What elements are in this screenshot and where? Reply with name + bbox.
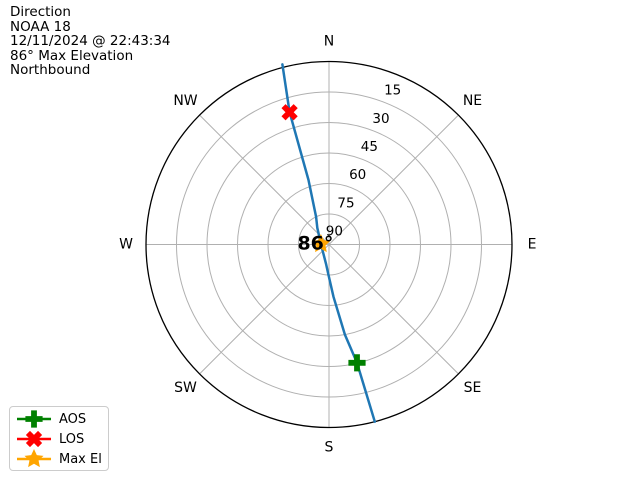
legend-marker-los — [25, 430, 43, 448]
compass-label-nw: NW — [173, 93, 197, 109]
legend-item-max-el: Max El — [15, 449, 103, 469]
legend-label-los: LOS — [59, 431, 85, 447]
max-el-marker — [311, 234, 331, 253]
compass-label-sw: SW — [174, 380, 197, 396]
pass-timestamp: 12/11/2024 @ 22:43:34 — [10, 33, 171, 50]
azimuth-spoke-ne — [328, 114, 459, 245]
azimuth-spoke-nw — [199, 114, 330, 245]
elevation-tick-label-90: 90 — [326, 224, 343, 240]
horizon-circle — [145, 60, 513, 429]
elevation-tick-label-45: 45 — [361, 139, 378, 155]
legend-label-max-el: Max El — [59, 451, 102, 467]
compass-label-s: S — [325, 440, 334, 456]
compass-label-ne: NE — [463, 93, 482, 109]
x-icon — [17, 430, 51, 448]
compass-label-n: N — [324, 34, 334, 50]
legend-marker-max-el — [24, 449, 44, 468]
compass-label-w: W — [119, 237, 133, 253]
elevation-tick-label-75: 75 — [337, 195, 354, 211]
chart-header: Direction NOAA 18 12/11/2024 @ 22:43:34 … — [10, 5, 171, 78]
legend: AOS LOS Max El — [9, 406, 109, 471]
elevation-tick-label-30: 30 — [372, 111, 389, 127]
aos-marker — [348, 354, 366, 372]
compass-label-e: E — [528, 237, 537, 253]
legend-label-aos: AOS — [59, 411, 87, 427]
satellite-track — [281, 63, 377, 423]
pass-direction: Northbound — [10, 62, 91, 79]
plus-icon — [17, 410, 51, 428]
legend-item-aos: AOS — [15, 409, 103, 429]
elevation-tick-label-15: 15 — [384, 83, 401, 99]
compass-label-se: SE — [464, 380, 482, 396]
legend-item-los: LOS — [15, 429, 103, 449]
satellite-name: NOAA 18 — [10, 18, 71, 35]
max-el-annotation: 86° — [297, 233, 333, 255]
azimuth-spoke-sw — [199, 244, 330, 375]
star-icon — [17, 449, 51, 468]
legend-marker-aos — [25, 410, 43, 428]
los-marker — [281, 104, 298, 121]
azimuth-spoke-se — [328, 244, 459, 375]
chart-title: Direction — [10, 4, 71, 20]
elevation-tick-label-60: 60 — [349, 167, 366, 183]
max-elevation-text: 86° Max Elevation — [10, 47, 134, 64]
